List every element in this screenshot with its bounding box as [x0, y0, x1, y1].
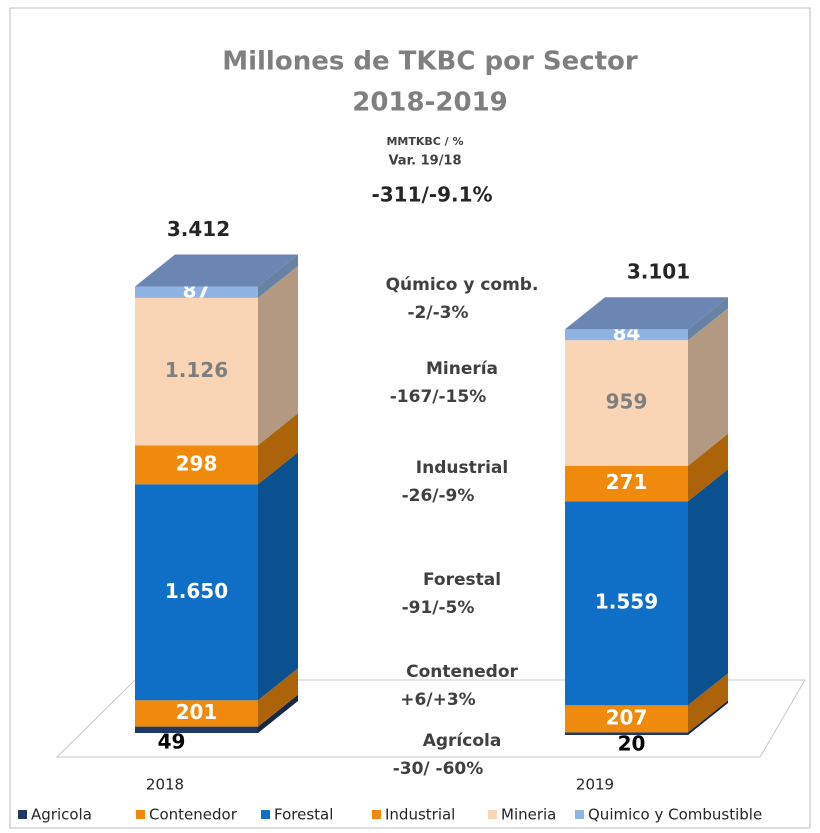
chart-subtitle: 2018-2019: [352, 88, 508, 118]
bar-side: [688, 433, 728, 502]
bar: [565, 329, 688, 341]
bar-side: [688, 469, 728, 706]
value-label: 1.559: [595, 590, 658, 614]
frame: [9, 7, 811, 829]
value-label: 207: [606, 705, 648, 729]
bar: [565, 705, 688, 733]
bar-side: [258, 694, 298, 733]
variation-label: Var. 19/18: [388, 154, 461, 169]
bar-side: [258, 668, 298, 727]
value-label: 49: [158, 730, 186, 754]
value-label: 1.126: [165, 358, 228, 382]
legend-label: Forestal: [274, 806, 333, 824]
value-label: 298: [176, 451, 218, 475]
value-label: 959: [606, 389, 648, 413]
bar-side: [688, 673, 728, 733]
sector-change: -2/-3%: [407, 303, 468, 323]
x-tick-label: 2018: [146, 776, 184, 794]
legend-label: Industrial: [385, 806, 455, 824]
bar: [565, 501, 688, 706]
bar: [565, 465, 688, 502]
legend-swatch: [136, 810, 145, 819]
bar-top: [135, 254, 298, 287]
x-tick-label: 2019: [576, 776, 614, 794]
sector-note: Minería: [426, 359, 498, 379]
legend-label: Agricola: [31, 806, 92, 824]
legend-swatch: [261, 810, 270, 819]
bar: [135, 445, 258, 485]
bar: [135, 297, 258, 446]
bar-side: [258, 452, 298, 701]
bar: [135, 286, 258, 298]
sector-note: Agrícola: [423, 731, 502, 751]
legend-swatch: [488, 810, 497, 819]
sector-change: -167/-15%: [390, 387, 487, 407]
bar-top: [565, 297, 728, 330]
total-label: 3.101: [627, 260, 690, 284]
variation-total: -311/-9.1%: [371, 183, 492, 207]
legend-swatch: [18, 810, 27, 819]
chart-title: Millones de TKBC por Sector: [222, 47, 638, 77]
sector-note: Contenedor: [406, 662, 518, 682]
legend-swatch: [575, 810, 584, 819]
legend-label: Contenedor: [149, 806, 238, 824]
bar-side: [688, 308, 728, 466]
bar-side: [688, 700, 728, 735]
legend-label: Mineria: [501, 806, 556, 824]
bar-side: [688, 297, 728, 341]
sector-note: Forestal: [423, 570, 501, 590]
floor: [55, 679, 806, 758]
value-label: 201: [176, 700, 218, 724]
bar: [565, 340, 688, 466]
value-label: 271: [606, 470, 648, 494]
legend-swatch: [372, 810, 381, 819]
bar-side: [258, 413, 298, 485]
legend-label: Quimico y Combustible: [588, 806, 762, 824]
sector-note: Qúmico y comb.: [386, 275, 539, 295]
sector-change: -26/-9%: [402, 486, 475, 506]
total-label: 3.412: [167, 217, 230, 241]
bar: [565, 732, 688, 735]
sector-change: +6/+3%: [400, 690, 475, 710]
bar-side: [258, 254, 298, 298]
sector-change: -30/ -60%: [393, 759, 484, 779]
bar-side: [258, 265, 298, 446]
bar: [135, 726, 258, 733]
sector-change: -91/-5%: [402, 598, 475, 618]
value-label: 20: [618, 732, 646, 756]
bar: [135, 484, 258, 701]
value-label: 1.650: [165, 579, 228, 603]
bar: [135, 700, 258, 727]
variation-unit: MMTKBC / %: [386, 135, 463, 148]
sector-note: Industrial: [416, 458, 508, 478]
